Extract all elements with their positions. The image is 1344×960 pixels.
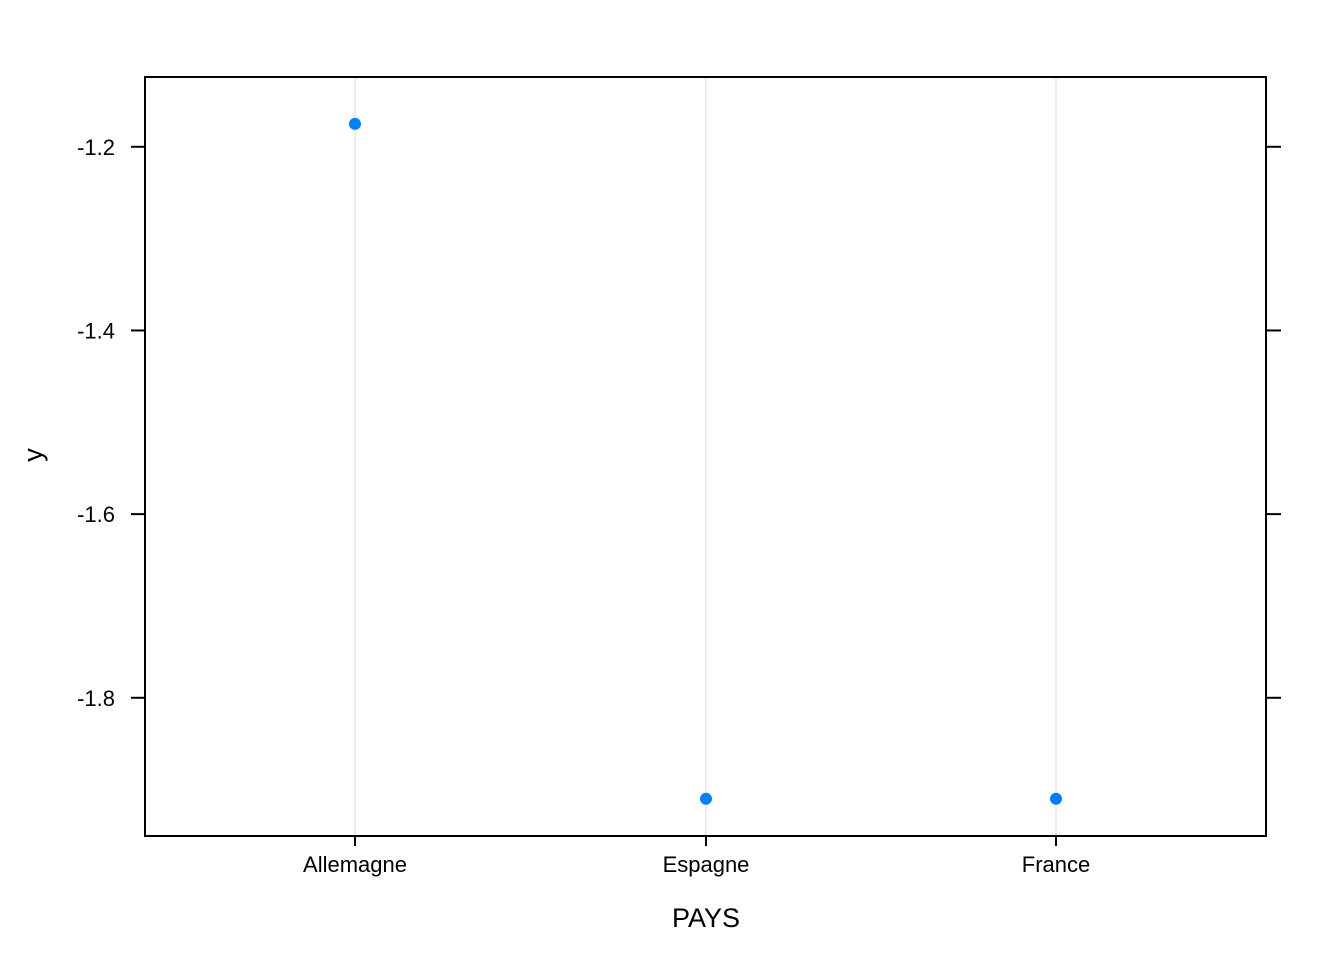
- y-axis-ticks: [131, 145, 1281, 699]
- data-points: [349, 117, 1062, 805]
- data-point-espagne: [700, 792, 712, 805]
- reference-lines: [354, 78, 1057, 835]
- y-axis-title: y: [18, 448, 48, 462]
- y-tick-label-1: -1.4: [77, 318, 115, 343]
- x-axis-title: PAYS: [672, 903, 740, 933]
- y-tick-label-3: -1.8: [77, 686, 115, 711]
- x-tick-label-espagne: Espagne: [663, 852, 750, 877]
- y-tick-label-0: -1.2: [77, 135, 115, 160]
- data-point-france: [1050, 792, 1062, 805]
- y-axis-tick-labels: -1.2 -1.4 -1.6 -1.8: [77, 135, 115, 711]
- data-point-allemagne: [349, 117, 361, 130]
- x-tick-label-france: France: [1022, 852, 1090, 877]
- x-axis-ticks: [354, 836, 1057, 846]
- y-tick-label-2: -1.6: [77, 502, 115, 527]
- x-tick-label-allemagne: Allemagne: [303, 852, 407, 877]
- x-axis-tick-labels: Allemagne Espagne France: [303, 852, 1090, 877]
